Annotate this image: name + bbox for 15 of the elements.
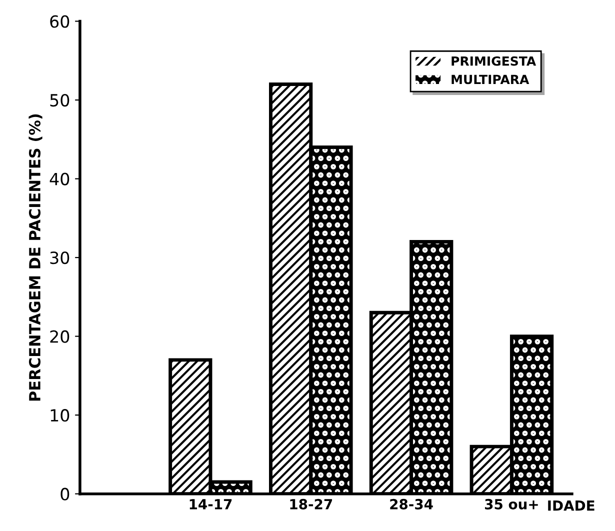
- y-tick-label: 30: [50, 251, 70, 264]
- x-tick-label: 28-34: [390, 498, 433, 510]
- x-axis-title: IDADE: [548, 500, 594, 511]
- y-tick-label: 50: [50, 94, 70, 107]
- y-tick-label: 60: [50, 15, 70, 28]
- x-tick-label: 18-27: [290, 498, 332, 510]
- legend-label: MULTIPARA: [452, 74, 530, 84]
- y-tick-label: 0: [60, 488, 70, 500]
- y-tick-label: 40: [50, 172, 70, 186]
- y-tick-label: 10: [50, 409, 70, 422]
- y-tick-label: 20: [50, 330, 70, 343]
- x-tick-label: 14-17: [190, 499, 232, 510]
- x-tick-label: 35 ou+: [485, 498, 538, 510]
- y-axis-title: PERCENTAGEM DE PACIENTES (%): [28, 114, 42, 401]
- legend-label: PRIMIGESTA: [452, 56, 536, 66]
